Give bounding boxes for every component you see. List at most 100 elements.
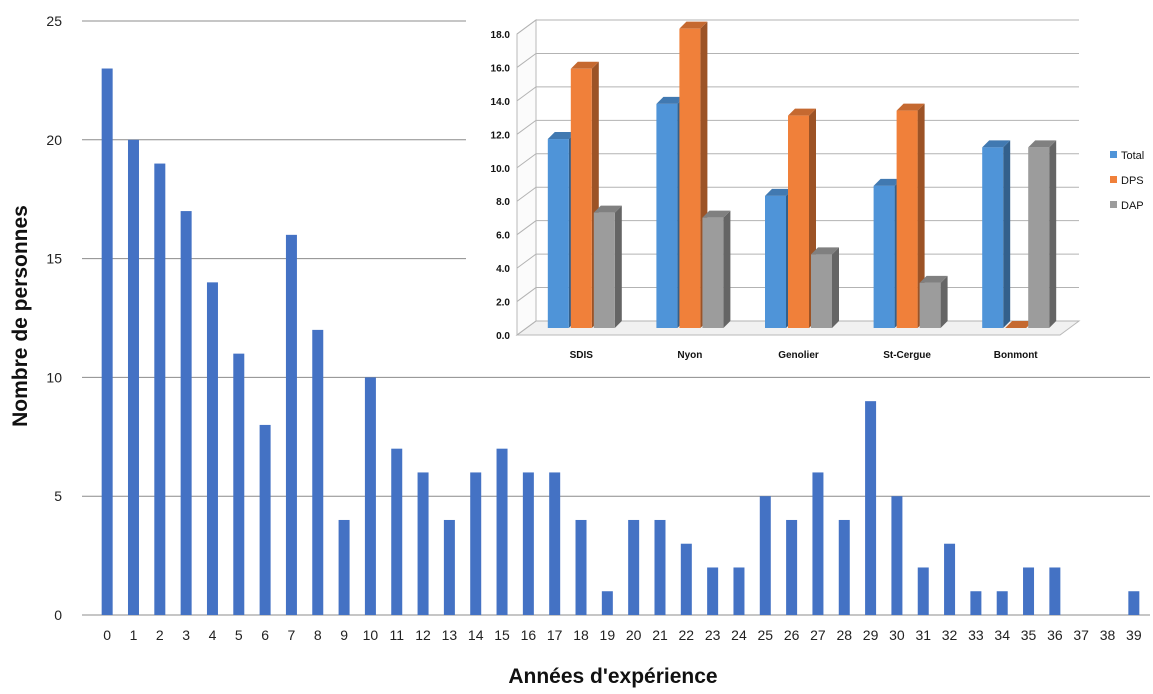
inset-bar (702, 210, 731, 328)
x-tick-label: 31 (915, 627, 931, 643)
main-bar (654, 519, 666, 615)
x-tick-label: 37 (1073, 627, 1089, 643)
x-tick-label: 39 (1126, 627, 1142, 643)
inset-bar (982, 140, 1011, 328)
main-bar (154, 163, 166, 615)
main-bar (391, 448, 403, 615)
x-tick-label: 26 (784, 627, 800, 643)
x-tick-label: 13 (442, 627, 458, 643)
inset-side-wall (516, 19, 537, 336)
inset-bar (919, 275, 948, 328)
main-bar (944, 543, 956, 615)
main-bar (206, 282, 218, 615)
legend-item: DAP (1110, 200, 1144, 212)
y-tick-label: 5 (54, 488, 62, 504)
x-tick-label: 7 (288, 627, 296, 643)
main-bar (865, 401, 877, 615)
y-tick-label: 0 (54, 607, 62, 623)
inset-y-tick-label: 14.0 (491, 97, 511, 108)
inset-category-label: St-Cergue (883, 350, 931, 361)
inset-bars (547, 21, 1057, 329)
x-tick-label: 12 (415, 627, 431, 643)
svg-text:DAP: DAP (1121, 200, 1144, 212)
main-bar (1049, 567, 1061, 615)
legend-item: DPS (1110, 175, 1144, 187)
y-axis-title: Nombre de personnes (9, 205, 32, 427)
inset-category-labels: SDIS Nyon Genolier St-Cergue Bonmont (570, 350, 1039, 361)
x-tick-label: 18 (573, 627, 589, 643)
svg-text:Total: Total (1121, 150, 1144, 162)
main-bar (996, 591, 1008, 615)
main-bar (601, 591, 613, 615)
x-tick-label: 14 (468, 627, 484, 643)
x-tick-label: 8 (314, 627, 322, 643)
main-bar (680, 543, 692, 615)
main-bar (127, 139, 139, 616)
main-bar (891, 496, 903, 615)
inset-y-tick-labels: 0.0 2.0 4.0 6.0 8.0 10.0 12.0 14.0 16.0 18.0 (491, 30, 511, 342)
y-tick-label: 20 (46, 132, 62, 148)
x-tick-label: 16 (521, 627, 537, 643)
y-tick-label: 10 (46, 369, 62, 385)
main-bar (759, 496, 771, 615)
x-tick-label: 9 (340, 627, 348, 643)
x-tick-label: 38 (1100, 627, 1116, 643)
main-y-tick-labels: 0 5 10 15 20 25 (46, 13, 62, 623)
x-tick-label: 24 (731, 627, 747, 643)
main-bar (259, 424, 271, 615)
x-tick-label: 20 (626, 627, 642, 643)
inset-legend: Total DPS DAP (1110, 150, 1144, 212)
main-bar (575, 519, 587, 615)
x-tick-label: 15 (494, 627, 510, 643)
x-tick-label: 1 (130, 627, 138, 643)
inset-y-tick-label: 6.0 (496, 231, 510, 242)
x-axis-title: Années d'expérience (508, 665, 717, 688)
main-bar (733, 567, 745, 615)
main-bar (1128, 591, 1140, 615)
x-tick-label: 32 (942, 627, 958, 643)
main-x-tick-labels: 0 1 2 3 4 5 6 7 8 9 10 11 12 13 14 15 16 17 18 19 20 21 22 23 24… (103, 627, 1142, 643)
inset-category-label: Bonmont (994, 350, 1039, 361)
x-tick-label: 34 (994, 627, 1010, 643)
x-tick-label: 5 (235, 627, 243, 643)
x-tick-label: 6 (261, 627, 269, 643)
main-bar (707, 567, 719, 615)
y-tick-label: 15 (46, 251, 62, 267)
x-tick-label: 4 (209, 627, 217, 643)
x-tick-label: 23 (705, 627, 721, 643)
x-tick-label: 2 (156, 627, 164, 643)
main-bar (970, 591, 982, 615)
inset-bar (593, 205, 622, 328)
inset-y-tick-label: 18.0 (491, 30, 511, 41)
inset-category-label: SDIS (570, 350, 594, 361)
main-bar (549, 472, 561, 615)
x-tick-label: 17 (547, 627, 563, 643)
x-tick-label: 27 (810, 627, 826, 643)
x-tick-label: 21 (652, 627, 668, 643)
main-bar (917, 567, 929, 615)
main-bar (838, 519, 850, 615)
inset-y-tick-label: 16.0 (491, 63, 511, 74)
svg-text:DPS: DPS (1121, 175, 1144, 187)
inset-y-tick-label: 12.0 (491, 130, 511, 141)
main-bar (628, 519, 640, 615)
inset-y-tick-label: 8.0 (496, 197, 510, 208)
inset-y-tick-label: 4.0 (496, 264, 510, 275)
x-tick-label: 36 (1047, 627, 1063, 643)
x-tick-label: 30 (889, 627, 905, 643)
inset-y-tick-label: 2.0 (496, 298, 510, 309)
main-bar (786, 519, 798, 615)
inset-chart: 0.0 2.0 4.0 6.0 8.0 10.0 12.0 14.0 16.0 18.0 SDIS… (466, 2, 1153, 376)
inset-y-tick-label: 0.0 (496, 331, 510, 342)
main-bars (101, 68, 1140, 616)
x-tick-label: 22 (679, 627, 695, 643)
inset-gridline (516, 19, 1079, 35)
main-bar (496, 448, 508, 615)
x-tick-label: 19 (600, 627, 616, 643)
x-tick-label: 33 (968, 627, 984, 643)
inset-bar (1028, 140, 1057, 328)
inset-category-label: Nyon (677, 350, 702, 361)
main-bar (285, 234, 297, 615)
main-bar (470, 472, 482, 615)
